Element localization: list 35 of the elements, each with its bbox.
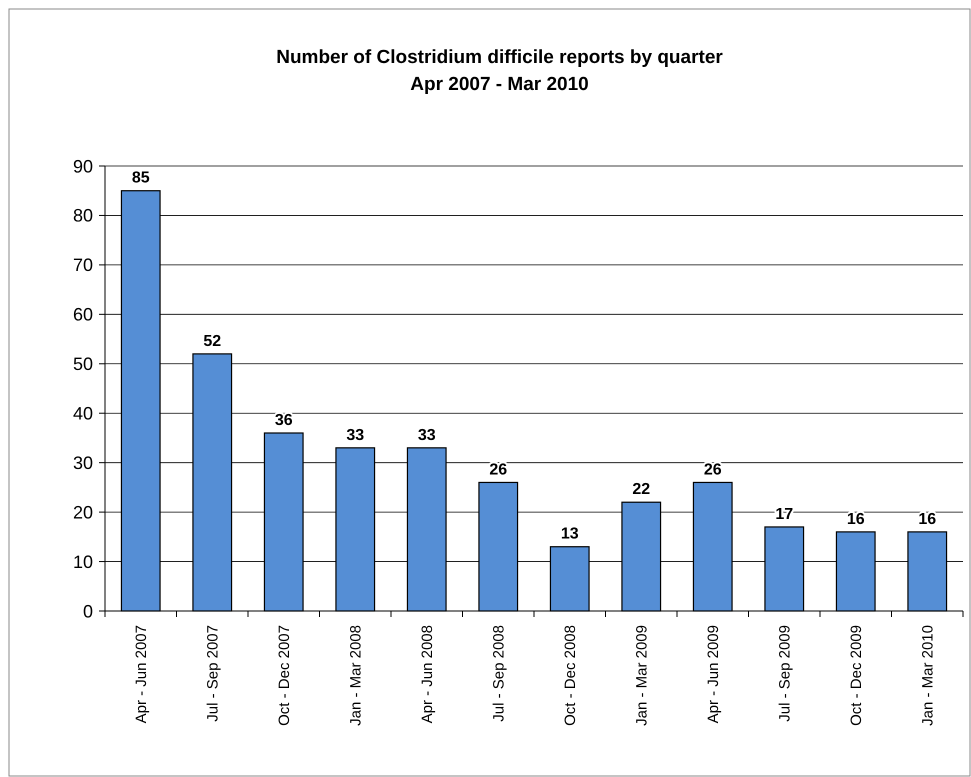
x-tick-label: Jul - Sep 2007	[204, 625, 222, 722]
y-tick-label: 0	[82, 601, 93, 622]
y-tick-label: 40	[72, 404, 93, 424]
x-tick-label: Jul - Sep 2008	[490, 625, 508, 722]
data-label: 52	[203, 332, 222, 350]
y-tick-label: 80	[72, 206, 93, 226]
y-tick-label: 30	[72, 452, 93, 473]
data-label: 33	[346, 426, 364, 444]
y-tick-label: 50	[72, 354, 93, 374]
x-tick-label: Apr - Jun 2007	[133, 625, 150, 724]
data-label: 16	[846, 510, 865, 528]
data-label: 36	[274, 412, 293, 429]
y-tick-label: 10	[72, 552, 93, 572]
x-tick-label: Oct - Dec 2009	[848, 625, 865, 726]
y-tick-label: 70	[72, 255, 93, 276]
data-label: 26	[489, 461, 508, 478]
x-tick-label: Jan - Mar 2009	[634, 625, 650, 726]
y-tick-label: 90	[72, 156, 93, 176]
data-label: 16	[918, 510, 936, 528]
y-tick-label: 60	[72, 304, 93, 325]
x-tick-label: Jul - Sep 2009	[776, 625, 794, 722]
x-tick-label: Jan - Mar 2008	[348, 625, 364, 726]
chart-title: Number of Clostridium difficile reports by quarter	[276, 47, 724, 68]
data-label: 33	[418, 426, 436, 444]
x-tick-label: Apr - Jun 2009	[705, 625, 722, 724]
data-label: 13	[560, 526, 579, 543]
data-label: 26	[704, 461, 722, 478]
x-tick-label: Jan - Mar 2010	[920, 625, 936, 726]
data-label: 22	[632, 481, 650, 498]
y-tick-label: 20	[72, 502, 93, 522]
x-tick-label: Oct - Dec 2007	[276, 625, 293, 726]
chart-subtitle: Apr 2007 - Mar 2010	[410, 74, 589, 95]
x-tick-label: Oct - Dec 2008	[562, 625, 579, 726]
x-tick-label: Apr - Jun 2008	[419, 625, 436, 724]
data-label: 85	[132, 170, 150, 187]
